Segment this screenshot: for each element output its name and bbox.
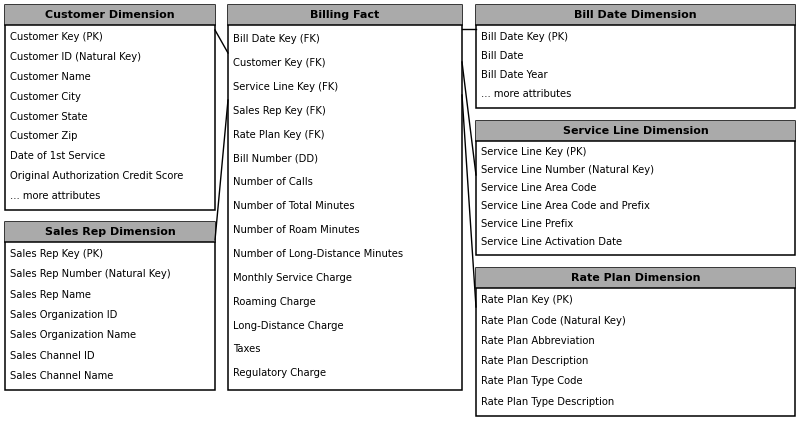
Text: Number of Total Minutes: Number of Total Minutes xyxy=(233,201,354,211)
Text: Long-Distance Charge: Long-Distance Charge xyxy=(233,321,344,331)
Text: Date of 1st Service: Date of 1st Service xyxy=(10,151,106,161)
Text: Regulatory Charge: Regulatory Charge xyxy=(233,368,326,378)
Text: Rate Plan Key (FK): Rate Plan Key (FK) xyxy=(233,130,325,140)
Text: Sales Organization Name: Sales Organization Name xyxy=(10,330,136,340)
Text: Customer Key (FK): Customer Key (FK) xyxy=(233,58,326,68)
Text: Sales Rep Key (FK): Sales Rep Key (FK) xyxy=(233,106,326,116)
Text: Rate Plan Description: Rate Plan Description xyxy=(481,356,588,366)
Text: Sales Rep Key (PK): Sales Rep Key (PK) xyxy=(10,249,103,259)
Text: Service Line Dimension: Service Line Dimension xyxy=(562,126,708,136)
Text: Sales Rep Name: Sales Rep Name xyxy=(10,290,91,300)
Text: Roaming Charge: Roaming Charge xyxy=(233,297,316,307)
Text: Bill Date: Bill Date xyxy=(481,51,523,61)
Bar xyxy=(5,222,215,242)
Text: Rate Plan Code (Natural Key): Rate Plan Code (Natural Key) xyxy=(481,315,626,326)
Text: Rate Plan Type Code: Rate Plan Type Code xyxy=(481,377,582,386)
Text: Sales Organization ID: Sales Organization ID xyxy=(10,310,118,320)
Text: Number of Calls: Number of Calls xyxy=(233,178,313,187)
Text: ... more attributes: ... more attributes xyxy=(10,191,100,201)
Text: Number of Roam Minutes: Number of Roam Minutes xyxy=(233,225,360,235)
Bar xyxy=(476,121,795,255)
Bar xyxy=(5,5,215,25)
Bar xyxy=(228,5,462,390)
Text: Rate Plan Key (PK): Rate Plan Key (PK) xyxy=(481,295,573,305)
Bar xyxy=(476,268,795,288)
Text: Customer ID (Natural Key): Customer ID (Natural Key) xyxy=(10,52,141,62)
Bar xyxy=(476,5,795,108)
Text: Original Authorization Credit Score: Original Authorization Credit Score xyxy=(10,171,183,181)
Text: Sales Channel Name: Sales Channel Name xyxy=(10,371,114,381)
Text: Bill Date Key (FK): Bill Date Key (FK) xyxy=(233,34,320,45)
Text: Service Line Activation Date: Service Line Activation Date xyxy=(481,237,622,247)
Bar xyxy=(476,5,795,25)
Bar xyxy=(228,5,462,25)
Text: Service Line Prefix: Service Line Prefix xyxy=(481,219,574,229)
Text: Bill Date Key (PK): Bill Date Key (PK) xyxy=(481,31,568,42)
Text: Customer City: Customer City xyxy=(10,92,81,102)
Text: Sales Channel ID: Sales Channel ID xyxy=(10,351,94,360)
Text: Sales Rep Number (Natural Key): Sales Rep Number (Natural Key) xyxy=(10,269,170,279)
Text: Sales Rep Dimension: Sales Rep Dimension xyxy=(45,227,175,237)
Text: Monthly Service Charge: Monthly Service Charge xyxy=(233,273,352,283)
Text: Taxes: Taxes xyxy=(233,344,261,354)
Text: Number of Long-Distance Minutes: Number of Long-Distance Minutes xyxy=(233,249,403,259)
Bar xyxy=(5,222,215,390)
Bar xyxy=(476,268,795,416)
Bar xyxy=(476,121,795,141)
Bar xyxy=(5,5,215,210)
Text: Bill Date Dimension: Bill Date Dimension xyxy=(574,10,697,20)
Text: Service Line Area Code: Service Line Area Code xyxy=(481,183,597,193)
Text: Bill Date Year: Bill Date Year xyxy=(481,70,548,80)
Text: Service Line Key (FK): Service Line Key (FK) xyxy=(233,82,338,92)
Text: Customer Name: Customer Name xyxy=(10,72,90,82)
Text: ... more attributes: ... more attributes xyxy=(481,89,571,100)
Text: Customer Dimension: Customer Dimension xyxy=(45,10,175,20)
Text: Service Line Key (PK): Service Line Key (PK) xyxy=(481,147,586,157)
Text: Rate Plan Dimension: Rate Plan Dimension xyxy=(570,273,700,283)
Text: Customer State: Customer State xyxy=(10,112,88,122)
Text: Rate Plan Abbreviation: Rate Plan Abbreviation xyxy=(481,336,594,346)
Text: Rate Plan Type Description: Rate Plan Type Description xyxy=(481,397,614,407)
Text: Service Line Area Code and Prefix: Service Line Area Code and Prefix xyxy=(481,201,650,211)
Text: Bill Number (DD): Bill Number (DD) xyxy=(233,153,318,164)
Text: Billing Fact: Billing Fact xyxy=(310,10,380,20)
Text: Customer Zip: Customer Zip xyxy=(10,131,78,141)
Text: Customer Key (PK): Customer Key (PK) xyxy=(10,32,102,42)
Text: Service Line Number (Natural Key): Service Line Number (Natural Key) xyxy=(481,165,654,175)
